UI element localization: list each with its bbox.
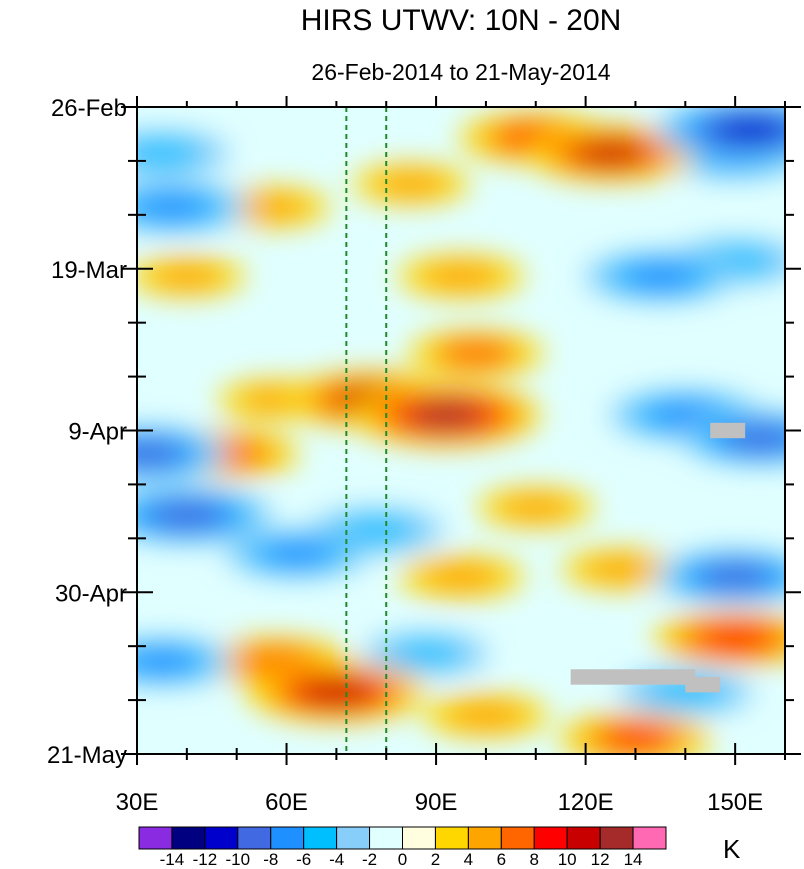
anomaly-blob-28-3 <box>699 625 771 652</box>
anomaly-blob-9-1 <box>387 640 466 668</box>
colorbar-swatch-14 <box>599 826 634 850</box>
anomaly-blob-25-3 <box>137 440 183 467</box>
anomaly-blob-4-1 <box>499 494 573 521</box>
anomaly-blob-22-2 <box>622 263 699 290</box>
anomaly-blob-0-1 <box>235 194 308 220</box>
anomaly-blob-27-3 <box>699 564 771 590</box>
missing-data-patch-1 <box>570 669 696 685</box>
anomaly-blob-7-1 <box>421 563 501 591</box>
anomaly-blob-10-1 <box>137 138 204 168</box>
colorbar-swatch-1 <box>171 826 206 850</box>
missing-data-patch-2 <box>685 676 721 693</box>
anomaly-blob-33-4 <box>712 116 785 144</box>
anomaly-blob-21-2 <box>137 193 210 221</box>
colorbar-label: 0 <box>398 850 407 869</box>
colorbar-swatch-10 <box>467 826 502 850</box>
missing-data-patch-0 <box>710 422 746 439</box>
anomaly-blob-18-2 <box>137 648 198 675</box>
colorbar-label: -14 <box>160 850 185 869</box>
anomaly-blob-31-3 <box>149 501 225 529</box>
colorbar-label: -12 <box>193 850 218 869</box>
colorbar-label: -10 <box>226 850 251 869</box>
anomaly-blob-8-1 <box>446 701 525 730</box>
colorbar-swatch-11 <box>500 826 535 850</box>
colorbar-unit: K <box>723 834 741 864</box>
x-tick-label: 120E <box>558 789 614 816</box>
colorbar-label: 8 <box>530 850 539 869</box>
colorbar-swatch-7 <box>369 826 403 850</box>
anomaly-blob-29-3 <box>573 139 648 167</box>
y-tick-label: 19-Mar <box>51 257 127 284</box>
colorbar-swatch-3 <box>237 826 272 850</box>
colorbar-label: 14 <box>624 850 643 869</box>
anomaly-blob-16-2 <box>260 541 333 567</box>
x-tick-label: 30E <box>116 789 159 816</box>
y-tick-label: 9-Apr <box>68 419 127 446</box>
chart-subtitle: 26-Feb-2014 to 21-May-2014 <box>311 59 610 85</box>
colorbar-swatch-9 <box>434 826 469 850</box>
colorbar-label: 10 <box>558 850 577 869</box>
colorbar-swatch-15 <box>632 826 667 850</box>
x-tick-label: 90E <box>415 789 458 816</box>
anomaly-field <box>137 107 785 754</box>
colorbar-swatch-4 <box>270 826 305 850</box>
colorbar-label: -4 <box>329 850 344 869</box>
colorbar-swatch-6 <box>336 826 371 850</box>
colorbar-label: 6 <box>497 850 506 869</box>
anomaly-blob-5-1 <box>584 556 657 582</box>
colorbar-swatch-2 <box>204 826 239 850</box>
y-axis: 26-Feb 19-Mar 9-Apr 30-Apr 21-May <box>47 95 801 769</box>
colorbar-label: 4 <box>464 850 473 869</box>
anomaly-blob-24-2 <box>597 725 674 753</box>
anomaly-blob-32-3 <box>297 678 376 707</box>
colorbar-swatch-5 <box>303 826 338 850</box>
y-tick-label: 30-Apr <box>55 580 127 607</box>
x-tick-label: 60E <box>265 789 308 816</box>
colorbar-swatch-13 <box>566 826 601 850</box>
colorbar-swatch-12 <box>533 826 568 850</box>
anomaly-blob-12-1 <box>434 338 518 369</box>
colorbar-label: -2 <box>362 850 377 869</box>
y-tick-label: 26-Feb <box>51 95 127 122</box>
colorbar-label: -8 <box>263 850 278 869</box>
chart-title: HIRS UTWV: 10N - 20N <box>301 4 622 37</box>
anomaly-blob-1-1 <box>374 171 448 197</box>
plot-area <box>137 107 785 754</box>
missing-data-layer <box>570 422 746 693</box>
y-tick-label: 21-May <box>47 742 127 769</box>
colorbar-label: 12 <box>591 850 610 869</box>
anomaly-blob-34-4 <box>408 401 484 429</box>
colorbar-swatch-8 <box>402 826 436 850</box>
colorbar-label: -6 <box>296 850 311 869</box>
colorbar: -14 -12 -10 -8 -6 -4 -2 0 2 4 6 8 10 12 14 <box>138 826 667 869</box>
colorbar-swatch-0 <box>138 826 173 850</box>
colorbar-label: 2 <box>431 850 440 869</box>
x-tick-label: 150E <box>707 789 763 816</box>
anomaly-blob-6-1 <box>421 262 501 291</box>
anomaly-blob-2-1 <box>150 263 224 290</box>
anomaly-blob-13-1 <box>334 516 419 546</box>
